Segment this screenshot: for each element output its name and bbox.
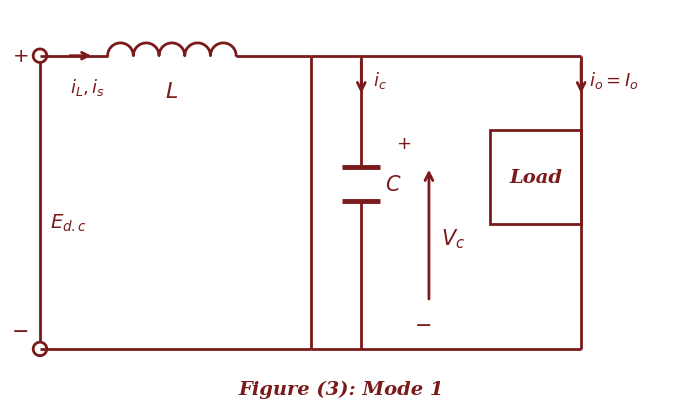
Text: $V_c$: $V_c$ [441,226,465,250]
Text: $L$: $L$ [165,81,179,103]
Text: $C$: $C$ [385,174,402,194]
Bar [490,130,581,225]
Text: $+$: $+$ [12,47,28,65]
Text: $+$: $+$ [396,135,411,153]
Text: Figure (3): Mode 1: Figure (3): Mode 1 [238,380,444,398]
Text: $i_o = I_o$: $i_o = I_o$ [589,70,639,90]
Text: $-$: $-$ [11,320,29,339]
Text: $E_{d.c}$: $E_{d.c}$ [50,212,87,234]
Text: Load: Load [509,169,562,187]
Text: $i_L,i_s$: $i_L,i_s$ [70,76,105,97]
Text: $-$: $-$ [413,314,431,333]
Text: $i_c$: $i_c$ [374,70,387,90]
